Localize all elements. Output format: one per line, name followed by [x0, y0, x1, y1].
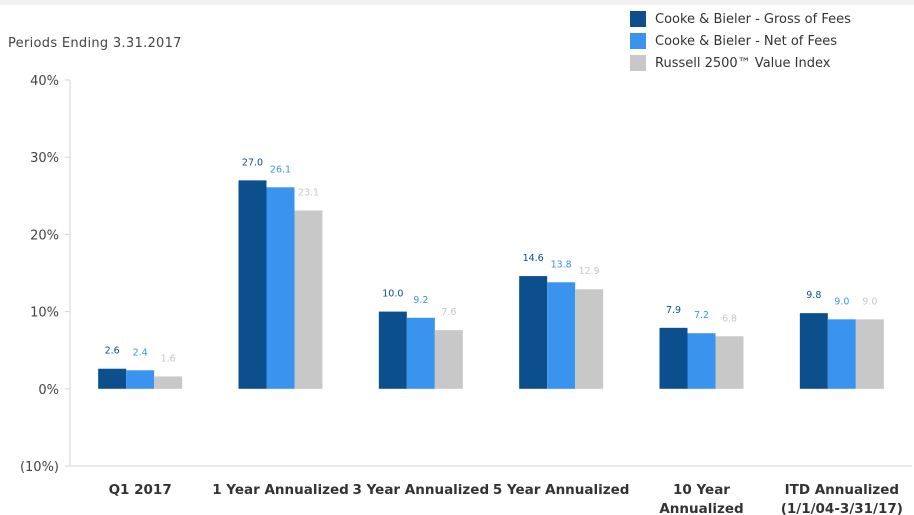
bar-index: [575, 289, 604, 389]
bar-net: [126, 370, 155, 389]
bar-net: [406, 317, 435, 389]
legend-label-net: Cooke & Bieler - Net of Fees: [655, 33, 838, 49]
data-label: 10.0: [382, 289, 403, 300]
data-label: 6.8: [722, 313, 737, 324]
legend-label-index: Russell 2500™ Value Index: [655, 55, 831, 71]
top-divider: [0, 0, 914, 5]
y-tick-label: 20%: [30, 228, 59, 243]
y-tick-label: 0%: [38, 383, 59, 398]
legend-swatch-net: [630, 33, 646, 49]
legend-item-net: Cooke & Bieler - Net of Fees: [630, 30, 851, 52]
y-tick-label: 40%: [30, 74, 59, 89]
x-tick-label: 10 Year: [673, 482, 730, 498]
y-tick-label: 10%: [30, 306, 59, 321]
chart-legend: Cooke & Bieler - Gross of Fees Cooke & B…: [630, 8, 851, 74]
y-tick-label: (10%): [20, 460, 59, 475]
bar-gross: [378, 311, 407, 389]
x-tick-label: Q1 2017: [109, 482, 172, 498]
legend-swatch-gross: [630, 11, 646, 27]
data-label: 9.0: [834, 296, 849, 307]
data-label: 7.6: [441, 307, 456, 318]
legend-swatch-index: [630, 55, 646, 71]
data-label: 1.6: [161, 353, 176, 364]
bar-net: [827, 319, 856, 389]
legend-item-index: Russell 2500™ Value Index: [630, 52, 851, 74]
legend-label-gross: Cooke & Bieler - Gross of Fees: [655, 11, 851, 27]
data-label: 9.8: [806, 290, 821, 301]
legend-item-gross: Cooke & Bieler - Gross of Fees: [630, 8, 851, 30]
data-label: 26.1: [270, 164, 291, 175]
bar-index: [715, 336, 744, 389]
data-label: 2.6: [105, 346, 120, 357]
data-label: 23.1: [298, 187, 319, 198]
x-tick-label: 1 Year Annualized: [212, 482, 349, 498]
bar-gross: [799, 313, 828, 389]
x-tick-label: 5 Year Annualized: [493, 482, 630, 498]
data-label: 13.8: [551, 259, 572, 270]
bar-index: [154, 376, 183, 389]
x-tick-label: (1/1/04-3/31/17): [781, 501, 903, 515]
bar-index: [855, 319, 884, 389]
data-label: 2.4: [133, 347, 148, 358]
x-tick-label: ITD Annualized: [785, 482, 899, 498]
bar-net: [266, 187, 295, 389]
y-tick-label: 30%: [30, 151, 59, 166]
data-label: 9.0: [862, 296, 877, 307]
data-label: 27.0: [242, 157, 263, 168]
bar-gross: [98, 368, 127, 389]
data-label: 7.2: [694, 310, 709, 321]
chart-subtitle: Periods Ending 3.31.2017: [8, 36, 182, 51]
data-label: 12.9: [579, 266, 600, 277]
x-tick-label: Annualized: [659, 501, 743, 515]
bar-gross: [659, 327, 688, 389]
bar-index: [434, 330, 463, 389]
bar-net: [687, 333, 716, 389]
data-label: 14.6: [523, 253, 544, 264]
bar-index: [294, 210, 323, 389]
bar-gross: [519, 276, 548, 389]
x-tick-label: 3 Year Annualized: [353, 482, 490, 498]
bar-net: [547, 282, 576, 389]
data-label: 7.9: [666, 305, 681, 316]
data-label: 9.2: [413, 295, 428, 306]
bar-gross: [238, 180, 267, 389]
